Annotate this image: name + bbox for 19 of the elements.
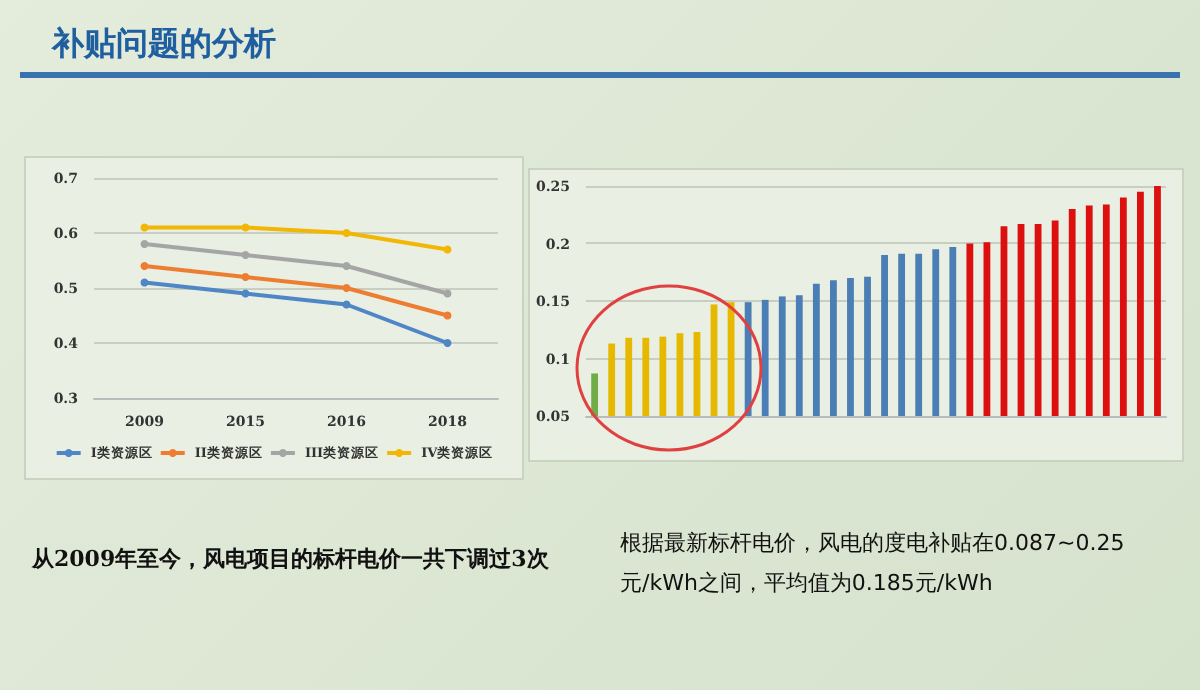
text: 从2009年至今，风电项目的标杆电价一共下调过3次	[32, 544, 551, 576]
point	[342, 284, 351, 292]
point	[140, 278, 149, 287]
point	[443, 245, 452, 254]
point	[241, 273, 250, 281]
point	[241, 223, 250, 232]
point	[140, 240, 149, 248]
point	[443, 339, 452, 347]
point	[342, 229, 351, 237]
point	[140, 223, 149, 232]
point	[443, 311, 452, 320]
text: 根据最新标杆电价，风电的度电补贴在0.087~0.25元/kWh之间，平均值为0.185元/kWh	[620, 528, 1127, 600]
point	[342, 300, 351, 309]
chart-title: 补贴问题的分析	[52, 24, 276, 66]
point	[443, 289, 452, 298]
point	[342, 262, 351, 270]
point	[140, 262, 149, 270]
point	[241, 251, 250, 259]
point	[241, 289, 250, 298]
